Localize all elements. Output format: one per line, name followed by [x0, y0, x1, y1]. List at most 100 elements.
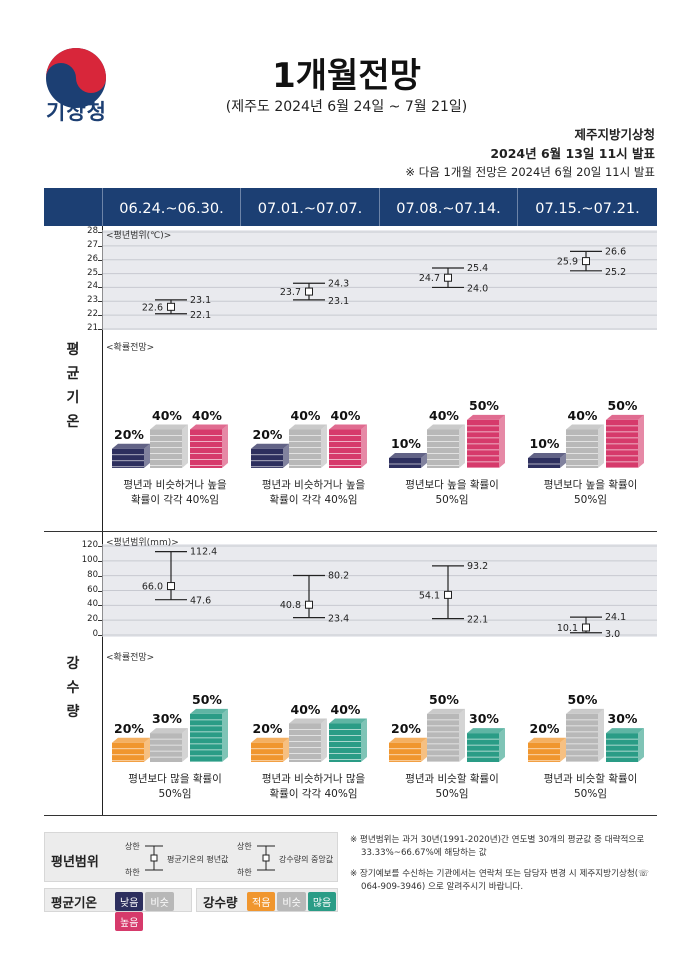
temp-y-tick: 28 — [87, 226, 98, 236]
precip-mean-label: 54.1 — [419, 590, 440, 601]
temp-mean-marker — [444, 273, 452, 282]
precip-stack-top — [250, 737, 289, 743]
precip-upper-label: 24.1 — [605, 612, 626, 623]
precip-prob-normal: 50% — [567, 691, 598, 707]
precip-upper-label: 93.2 — [467, 561, 488, 572]
precip-stack-low — [527, 742, 560, 762]
precip-stack-high — [328, 723, 361, 762]
temp-upper-label: 25.4 — [467, 263, 488, 274]
precip-prob-high: 40% — [330, 701, 361, 717]
page-title: 1개월전망 — [272, 56, 421, 96]
issuer-name: 제주지방기상청 — [574, 127, 655, 142]
temp-prob-low: 20% — [252, 426, 283, 442]
legend-precip: 강수량 적음 비슷 많음 — [196, 888, 338, 912]
temp-prob-stack-4 — [527, 414, 644, 469]
precip-y-tick: 60 — [87, 584, 98, 595]
precip-stack-top — [190, 708, 228, 714]
legend-precip-low: 적음 — [247, 892, 276, 911]
precip-mean-marker — [582, 623, 590, 632]
temp-stack-top — [527, 453, 566, 458]
temp-stack-side — [499, 414, 505, 468]
temp-stack-normal — [565, 429, 598, 468]
precip-lower-label: 22.1 — [467, 615, 488, 626]
temp-prob-desc-line1: 평년보다 높을 확률이 — [405, 479, 499, 491]
temp-stack-side — [182, 424, 188, 468]
precip-prob-stack-1 — [112, 708, 228, 763]
precip-stack-side — [144, 737, 150, 762]
legend-upper: 상한 — [125, 842, 140, 851]
legend-precip-high: 많음 — [307, 892, 337, 911]
precip-prob-desc-line2: 50%임 — [435, 788, 469, 800]
temp-prob-desc-line2: 50%임 — [435, 494, 469, 506]
period-header-4: 07.15.~07.21. — [517, 188, 657, 226]
temp-stack-low — [527, 458, 560, 468]
footnotes: ※ 평년범위는 과거 30년(1991-2020년)간 연도별 30개의 평균값… — [350, 834, 660, 902]
temp-stack-top — [190, 424, 228, 430]
temp-y-tick-mark — [98, 273, 102, 275]
legend-temp-mean: 평균기온의 평년값 — [167, 855, 229, 864]
precip-prob-high: 50% — [192, 691, 222, 707]
precip-stack-low — [112, 742, 144, 762]
precip-mean-label: 10.1 — [557, 623, 578, 634]
temp-stack-top — [565, 424, 604, 430]
precip-stack-high — [467, 733, 499, 762]
precip-prob-stack-2 — [250, 718, 367, 762]
temp-stack-side — [360, 424, 367, 468]
precip-y-tick: 100 — [81, 554, 98, 565]
temp-prob-normal: 40% — [152, 407, 182, 423]
precip-stack-side — [459, 708, 465, 762]
precip-mean-marker — [444, 590, 452, 599]
temp-stack-top — [328, 424, 367, 430]
period-header-3: 07.08.~07.14. — [379, 188, 517, 226]
issue-time: 2024년 6월 13일 11시 발표 — [490, 146, 655, 161]
period-header-1: 06.24.~06.30. — [102, 188, 240, 226]
precip-prob-desc-line2: 50%임 — [574, 788, 607, 800]
temp-stack-top — [605, 414, 644, 420]
precip-mean-marker — [305, 600, 313, 609]
temp-stack-side — [282, 443, 289, 468]
temp-side-label: 평균기온 — [44, 338, 102, 434]
precip-mean-marker — [167, 582, 175, 591]
temp-prob-desc: 평년보다 높을 확률이 50%임 — [383, 478, 521, 508]
next-issue-note: ※ 다음 1개월 전망은 2024년 6월 20일 11시 발표 — [405, 165, 655, 179]
temp-prob-desc: 평년과 비슷하거나 높을 확률이 각각 40%임 — [245, 478, 383, 508]
temp-stack-low — [250, 448, 283, 468]
precip-y-tick: 20 — [87, 614, 98, 625]
legend-range: 평년범위 상한 하한 평균기온의 평년값 상한 하한 강수량의 중앙값 — [44, 832, 338, 882]
period-header-2: 07.01.~07.07. — [240, 188, 379, 226]
temp-upper-label: 23.1 — [190, 295, 211, 306]
legend-temp: 평균기온 낮음 비슷높음 — [44, 888, 192, 931]
temp-prob-desc: 평년보다 높을 확률이 50%임 — [522, 478, 660, 508]
precip-prob-desc-line2: 50%임 — [158, 788, 192, 800]
temp-stack-side — [320, 424, 327, 468]
outlook-table: 06.24.~06.30. 07.01.~07.07. 07.08.~07.14… — [44, 188, 657, 816]
legend-temp-low: 낮음 — [115, 892, 144, 911]
temp-prob-stack-2 — [250, 424, 367, 468]
temp-prob-desc-line1: 평년보다 높을 확률이 — [543, 479, 638, 491]
temp-prob-high: 40% — [330, 407, 361, 423]
precip-range-plot: 112.4 47.6 66.0 80.2 23.4 40.8 93.2 22.1 54.1 24.… — [102, 544, 657, 637]
legend-range-symbol-2-icon — [257, 845, 275, 871]
temp-stack-side — [637, 414, 644, 468]
legend-range-symbol-icon — [145, 845, 163, 871]
precip-y-tick-mark — [98, 575, 102, 577]
kma-logo-icon — [46, 48, 106, 108]
temp-stack-side — [559, 453, 566, 468]
precip-prob-low: 20% — [252, 720, 283, 736]
temp-stack-top — [389, 453, 427, 458]
temp-lower-label: 24.0 — [467, 283, 488, 294]
precip-prob-normal: 40% — [290, 701, 321, 717]
temp-mean-label: 24.7 — [419, 273, 440, 284]
precip-stack-side — [637, 728, 644, 762]
precip-prob-desc: 평년과 비슷하거나 많을 확률이 각각 40%임 — [245, 772, 383, 802]
precip-stack-side — [320, 718, 327, 762]
precip-stack-top — [467, 728, 505, 734]
temp-prob-normal: 40% — [567, 407, 598, 423]
temp-lower-label: 25.2 — [605, 267, 626, 278]
precip-y-tick-mark — [98, 605, 102, 607]
column-divider — [102, 226, 103, 815]
temp-mean-marker — [305, 287, 313, 296]
temp-stack-normal — [427, 429, 459, 468]
temp-stack-low — [389, 458, 421, 468]
precip-stack-side — [559, 737, 566, 762]
